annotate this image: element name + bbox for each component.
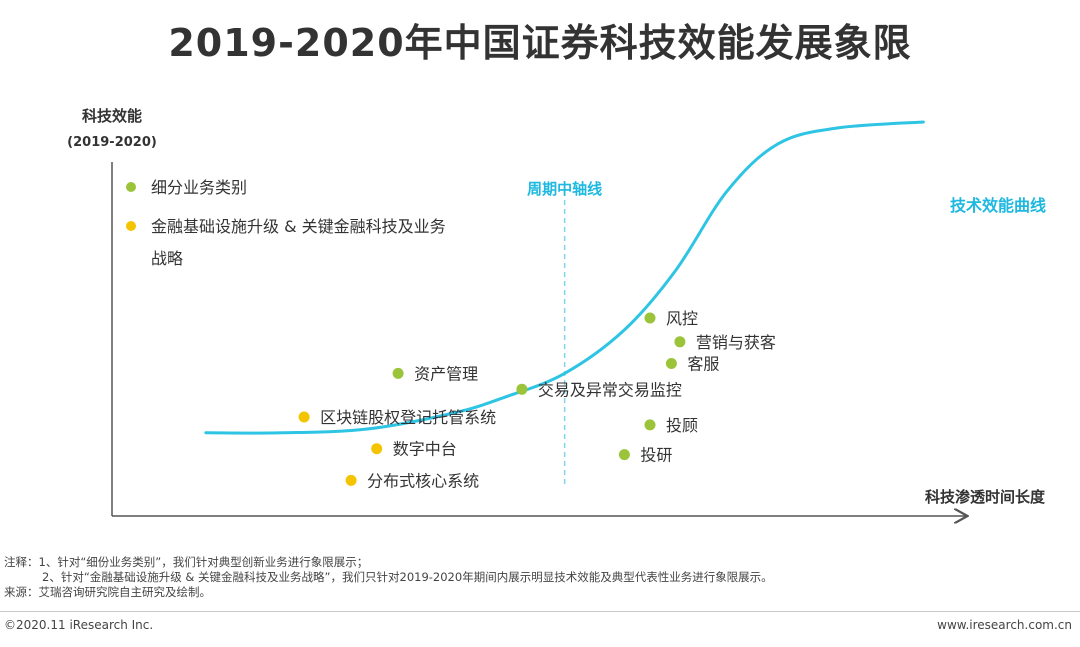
note-line-2: 2、针对“金融基础设施升级 & 关键金融科技及业务战略”，我们只针对2019-2… (42, 570, 773, 584)
chart-notes: 注释：1、针对“细份业务类别”，我们针对典型创新业务进行象限展示； 2、针对“金… (4, 555, 773, 600)
data-point-label: 交易及异常交易监控 (538, 380, 682, 399)
chart-axes (111, 162, 966, 516)
data-point-label: 投研 (640, 446, 672, 465)
curve-group (204, 120, 925, 435)
data-point-label: 客服 (687, 355, 719, 374)
data-point-label: 营销与获客 (696, 333, 776, 352)
data-point-label: 分布式核心系统 (367, 471, 479, 490)
data-point (298, 411, 310, 423)
legend-label-yellow: 金融基础设施升级 & 关键金融科技及业务 (151, 217, 446, 236)
footer-copyright: ©2020.11 iResearch Inc. (4, 618, 154, 632)
y-axis-sublabel: (2019-2020) (67, 135, 157, 150)
data-point-label: 数字中台 (393, 440, 457, 459)
note-source: 来源：艾瑞咨询研究院自主研究及绘制。 (4, 585, 211, 599)
page-title: 2019-2020年中国证券科技效能发展象限 (168, 21, 912, 65)
footer-divider (0, 611, 1080, 612)
data-point (345, 474, 357, 486)
note-line-1: 注释：1、针对“细份业务类别”，我们针对典型创新业务进行象限展示； (4, 555, 369, 569)
data-point (644, 312, 656, 324)
data-point (618, 449, 630, 461)
legend-marker-yellow (126, 221, 136, 231)
data-point (665, 358, 677, 369)
legend-label-green: 细分业务类别 (151, 178, 247, 197)
y-axis-label: 科技效能 (82, 107, 142, 125)
efficiency-curve (204, 120, 925, 435)
x-axis-label: 科技渗透时间长度 (925, 488, 1046, 506)
data-point (392, 367, 404, 379)
data-point (371, 443, 383, 455)
footer-site: www.iresearch.com.cn (937, 618, 1072, 632)
data-point-label: 资产管理 (414, 364, 478, 383)
legend-marker-green (126, 182, 136, 192)
data-point (516, 383, 528, 395)
curve-label: 技术效能曲线 (950, 196, 1046, 215)
data-point-label: 区块链股权登记托管系统 (320, 408, 496, 427)
data-point (674, 336, 686, 348)
data-point (644, 419, 656, 431)
legend-label-yellow-cont: 战略 (151, 249, 183, 268)
data-point-label: 投顾 (666, 416, 698, 435)
data-point-label: 风控 (666, 309, 698, 328)
midline-label: 周期中轴线 (527, 180, 602, 198)
